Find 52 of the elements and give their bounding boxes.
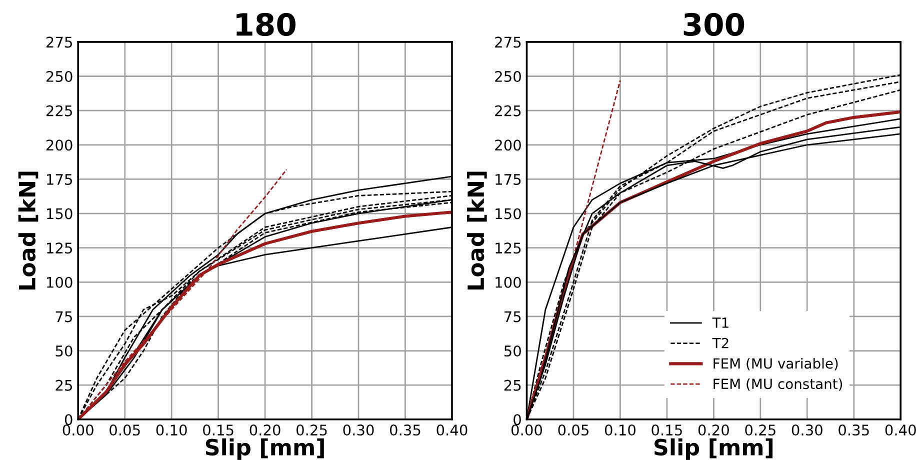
x-tick-label: 0.00: [62, 424, 94, 436]
y-tick-label: 275: [495, 36, 521, 48]
legend-label: FEM (MU variable): [714, 358, 838, 370]
chart-title: 180: [236, 12, 296, 36]
y-tick-label: 0: [514, 414, 521, 426]
x-tick-label: 0.25: [745, 424, 776, 436]
legend-label: T1: [712, 318, 728, 328]
y-tick-label: 250: [495, 70, 521, 82]
x-tick-label: 0.30: [343, 424, 374, 436]
x-axis-title: Slip [mm]: [654, 438, 773, 460]
x-tick-label: 0.10: [604, 424, 636, 436]
x-tick-label: 0.40: [885, 424, 916, 436]
y-tick-label: 0: [64, 414, 72, 426]
y-tick-label: 125: [47, 242, 72, 254]
y-tick-label: 275: [46, 36, 72, 48]
x-axis-title: Slip [mm]: [206, 438, 324, 460]
y-tick-label: 75: [56, 311, 72, 322]
legend-label: T2: [712, 338, 728, 348]
y-tick-label: 50: [56, 345, 72, 357]
x-tick-label: 0.15: [652, 424, 682, 436]
y-tick-label: 25: [56, 380, 72, 391]
x-tick-label: 0.35: [390, 424, 420, 436]
x-tick-label: 0.05: [110, 424, 140, 436]
y-tick-label: 150: [496, 208, 521, 220]
x-tick-label: 0.35: [838, 424, 869, 436]
x-tick-label: 0.20: [698, 424, 729, 436]
x-tick-label: 0.15: [203, 424, 234, 436]
y-tick-label: 200: [46, 140, 72, 151]
x-tick-label: 0.05: [558, 424, 588, 436]
chart-title: 300: [684, 12, 744, 36]
x-tick-label: 0.40: [436, 424, 468, 436]
y-tick-label: 25: [504, 380, 521, 391]
x-tick-label: 0.20: [250, 424, 280, 436]
x-tick-label: 0.00: [511, 424, 542, 436]
y-tick-label: 225: [46, 105, 72, 116]
x-tick-label: 0.25: [296, 424, 327, 436]
y-axis-title: Load [kN]: [466, 172, 487, 290]
y-tick-label: 125: [496, 242, 521, 254]
y-tick-label: 200: [495, 140, 521, 151]
y-tick-label: 175: [47, 174, 72, 185]
y-tick-label: 225: [495, 105, 521, 116]
y-tick-label: 150: [47, 208, 72, 220]
y-tick-label: 250: [46, 70, 72, 82]
legend-label: FEM (MU constant): [714, 378, 842, 391]
x-tick-label: 0.30: [792, 424, 822, 436]
y-tick-label: 100: [496, 276, 521, 288]
y-tick-label: 75: [504, 311, 521, 322]
y-tick-label: 100: [47, 276, 72, 288]
x-tick-label: 0.10: [156, 424, 187, 436]
y-tick-label: 50: [504, 345, 521, 357]
y-axis-title: Load [kN]: [18, 172, 38, 290]
y-tick-label: 175: [496, 174, 521, 185]
